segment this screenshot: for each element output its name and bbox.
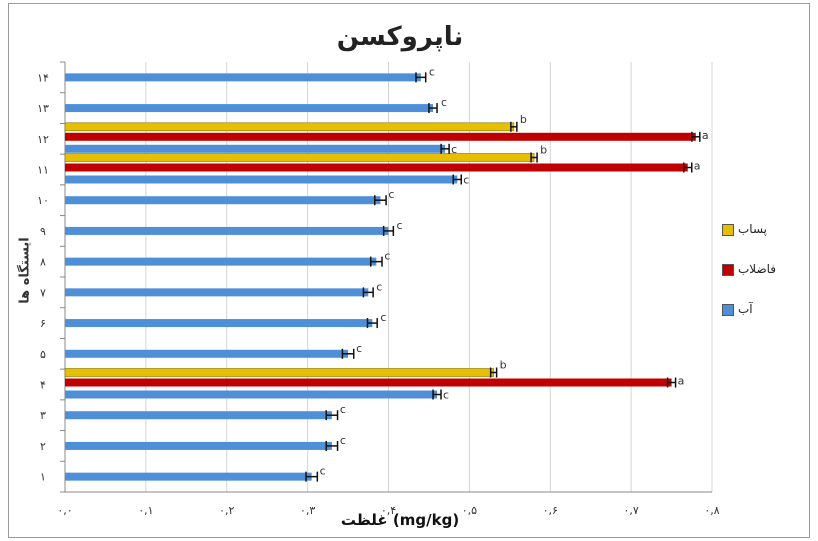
bar-water (65, 472, 312, 481)
bar-water (65, 175, 458, 184)
y-tick-label: ۷ (40, 286, 46, 299)
data-label-water: c (397, 219, 403, 232)
y-tick-label: ۱۲ (37, 133, 49, 146)
bar-water (65, 411, 332, 420)
bar-water (65, 73, 421, 82)
bar-water (65, 104, 433, 113)
y-tick-label: ۹ (40, 225, 46, 238)
data-label-effluent: b (520, 113, 527, 126)
bar-water (65, 226, 389, 235)
data-label-water: c (340, 434, 346, 447)
bar-effluent (64, 368, 494, 377)
bar-water (65, 257, 377, 266)
bar-water (65, 319, 373, 328)
bar-water (65, 144, 446, 153)
legend-swatch-wastewater (722, 264, 734, 276)
y-tick-label: ۸ (40, 256, 46, 269)
x-tick-label: ۰,۳ (300, 504, 315, 517)
x-tick-label: ۰,۶ (543, 504, 558, 517)
bar-water (65, 196, 381, 205)
y-tick-label: ۱ (40, 471, 46, 484)
legend-item-effluent: پساب (722, 222, 802, 238)
data-label-water: c (451, 143, 457, 156)
bar-wastewater (65, 132, 696, 141)
data-label-wastewater: a (694, 160, 701, 173)
data-label-water: c (429, 65, 435, 78)
y-tick-label: ۵ (40, 348, 46, 361)
y-tick-label: ۶ (40, 317, 46, 330)
data-label-water: c (356, 342, 362, 355)
x-tick-label: ۰,۷ (623, 504, 638, 517)
bar-water (65, 349, 349, 358)
data-label-water: c (443, 389, 449, 402)
data-label-water: c (384, 250, 390, 263)
data-label-water: c (340, 403, 346, 416)
bar-water (65, 390, 438, 399)
bar-effluent (64, 122, 515, 132)
bar-water (65, 288, 369, 297)
data-label-water: c (388, 188, 394, 201)
bar-water (65, 441, 332, 450)
x-axis-label: غلظت (mg/kg) (340, 511, 460, 529)
bar-wastewater (65, 378, 672, 387)
data-label-water: c (463, 174, 469, 187)
legend-label-effluent: پساب (738, 222, 767, 236)
data-label-effluent: b (500, 359, 507, 372)
y-tick-label: ۱۱ (37, 164, 49, 177)
x-tick-label: ۰,۸ (704, 504, 719, 517)
x-tick-label: ۰,۰ (57, 504, 72, 517)
data-label-effluent: b (540, 144, 547, 157)
data-label-wastewater: a (678, 375, 685, 388)
y-tick-label: ۳ (40, 409, 46, 422)
data-label-water: c (380, 311, 386, 324)
legend-label-water: آب (738, 302, 753, 316)
y-tick-label: ۴ (40, 379, 46, 392)
data-label-water: c (441, 96, 447, 109)
x-tick-label: ۰,۲ (219, 504, 234, 517)
y-tick-label: ۱۴ (37, 71, 49, 84)
legend-swatch-effluent (722, 224, 734, 236)
bar-effluent (64, 153, 535, 162)
y-tick-label: ۱۳ (37, 102, 49, 115)
data-label-water: c (320, 465, 326, 478)
bar-wastewater (65, 163, 688, 172)
legend-item-water: آب (722, 302, 802, 318)
y-tick-label: ۱۰ (37, 194, 49, 207)
legend-item-wastewater: فاضلاب (722, 262, 802, 278)
x-tick-label: ۰,۱ (138, 504, 153, 517)
data-label-water: c (376, 280, 382, 293)
x-tick-label: ۰,۵ (462, 504, 477, 517)
data-label-wastewater: a (702, 129, 709, 142)
chart-title: ناپروکسن (336, 22, 464, 52)
legend-swatch-water (722, 304, 734, 316)
legend-label-wastewater: فاضلاب (738, 262, 777, 276)
y-tick-label: ۲ (40, 440, 46, 453)
x-tick-label: ۰,۴ (381, 504, 396, 517)
